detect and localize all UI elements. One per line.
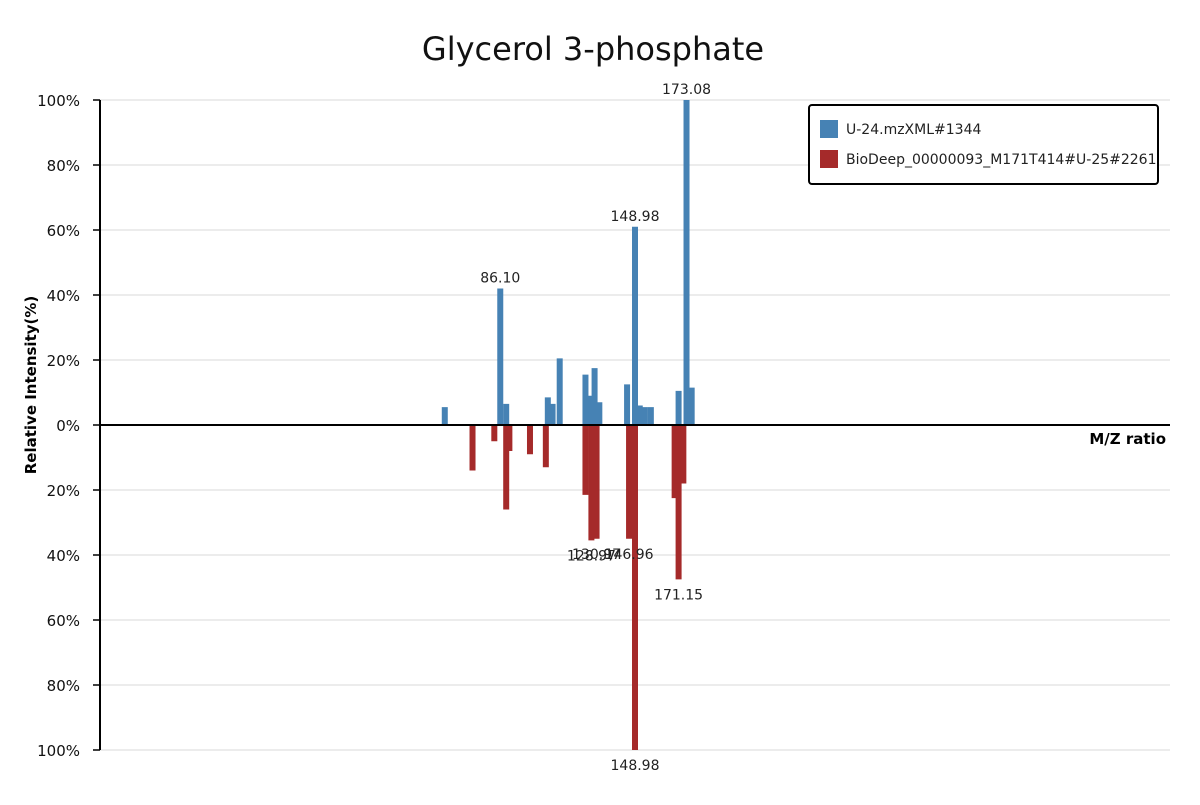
reference-peak-bar [582, 425, 589, 495]
legend-label-query: U-24.mzXML#1344 [846, 122, 981, 138]
y-tick-label: 100% [37, 92, 80, 110]
y-tick-label: 100% [37, 742, 80, 760]
y-tick-label: 80% [47, 157, 80, 175]
x-axis-title: M/Z ratio [1089, 430, 1166, 448]
query-peak-bar [632, 226, 638, 425]
reference-peak-bar [491, 425, 498, 442]
reference-peak-bar [593, 425, 600, 539]
reference-peak-bar [671, 425, 678, 499]
query-peak-bar [675, 390, 682, 425]
reference-peak-bar [503, 425, 510, 510]
query-peak-bar [441, 407, 448, 425]
query-peak-bar [503, 403, 510, 425]
query-peak-bar [688, 387, 695, 425]
reference-peak-label: 148.98 [611, 758, 660, 774]
legend: U-24.mzXML#1344 BioDeep_00000093_M171T41… [808, 104, 1159, 185]
chart-title: Glycerol 3-phosphate [422, 30, 764, 68]
query-peak-bar [596, 402, 603, 425]
reference-peak-bar [526, 425, 533, 455]
query-peak-bar [549, 403, 556, 425]
query-peak-bar [683, 100, 690, 425]
reference-peak-bar [675, 425, 682, 580]
y-tick-label: 60% [47, 612, 80, 630]
query-peak-bar [582, 374, 589, 425]
query-peak-bar [587, 395, 594, 425]
reference-peak-bar [506, 425, 513, 451]
legend-box [808, 104, 1159, 185]
y-axis-ticks: 100% 80% 60% 40% 20% 0% 20% 40% 60% 80% 100% [37, 92, 100, 760]
legend-label-reference: BioDeep_00000093_M171T414#U-25#2261 [846, 152, 1157, 168]
query-peak-bar [544, 397, 551, 425]
reference-peak-bar [542, 425, 549, 468]
reference-peak-label: 128.97 [567, 548, 616, 564]
y-tick-label: 20% [47, 482, 80, 500]
reference-peak-label: 146.96 [605, 547, 654, 563]
y-tick-label: 20% [47, 352, 80, 370]
reference-peak-bar [469, 425, 476, 471]
reference-peak-label: 130.97 [572, 547, 621, 563]
legend-swatch-query [820, 120, 838, 138]
y-tick-label: 0% [56, 417, 80, 435]
query-peak-bar [591, 368, 598, 425]
query-peak-label: 173.08 [662, 82, 711, 98]
reference-peak-label: 171.15 [654, 587, 703, 603]
query-peak-bar [497, 288, 504, 425]
query-peak-bar [624, 384, 631, 425]
spectrum-bars [441, 100, 695, 750]
reference-peak-bar [680, 425, 687, 484]
query-peak-bar [647, 407, 654, 425]
reference-peak-bar [588, 425, 595, 541]
legend-swatch-reference [820, 150, 838, 168]
reference-peak-bar [632, 425, 638, 750]
y-tick-label: 60% [47, 222, 80, 240]
query-peak-label: 86.10 [480, 271, 520, 287]
y-tick-label: 40% [47, 547, 80, 565]
query-peak-bar [641, 407, 648, 425]
query-peak-bar [556, 358, 563, 425]
query-peak-label: 148.98 [611, 209, 660, 225]
y-axis-title: Relative Intensity(%) [22, 296, 40, 475]
y-tick-label: 40% [47, 287, 80, 305]
y-tick-label: 80% [47, 677, 80, 695]
query-peak-bar [636, 405, 643, 425]
reference-peak-bar [626, 425, 633, 539]
